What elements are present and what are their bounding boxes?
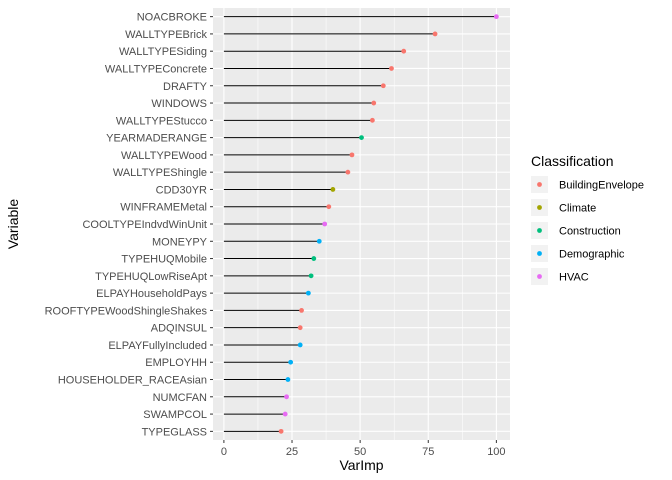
y-tick-label: ROOFTYPEWoodShingleShakes [45, 305, 208, 317]
point-TYPEHUQLowRiseApt [308, 273, 314, 279]
legend-title: Classification [531, 153, 613, 169]
y-tick-label: TYPEGLASS [142, 426, 207, 438]
y-tick-label: WALLTYPEWood [121, 150, 207, 162]
point-WALLTYPEConcrete [389, 66, 394, 71]
y-tick-labels: NOACBROKE WALLTYPEBrick WALLTYPESiding WALL… [45, 12, 213, 438]
x-tick-label: 50 [354, 446, 366, 458]
y-tick-label: TYPEHUQMobile [121, 254, 207, 266]
y-axis-title: Variable [5, 199, 21, 250]
point-TYPEGLASS [278, 428, 284, 434]
point-SWAMPCOL [282, 411, 288, 417]
y-tick-label: WALLTYPEBrick [125, 29, 207, 41]
point-WALLTYPEShingle [345, 169, 351, 175]
y-tick-label: NUMCFAN [153, 392, 207, 404]
point-NOACBROKE [493, 14, 499, 20]
point-ELPAYHouseholdPays [305, 290, 311, 296]
y-tick-label: MONEYPY [152, 236, 208, 248]
y-tick-label: CDD30YR [156, 184, 207, 196]
point-WALLTYPEStucco [369, 117, 375, 123]
y-tick-label: ELPAYHouseholdPays [96, 288, 207, 300]
legend-label-Construction: Construction [559, 226, 621, 238]
x-tick-label: 25 [286, 446, 298, 458]
point-TYPEHUQMobile [311, 256, 317, 261]
legend-label-Demographic: Demographic [559, 249, 625, 261]
point-ROOFTYPEWoodShingleShakes [299, 308, 304, 313]
point-COOLTYPEIndvdWinUnit [322, 221, 328, 227]
y-tick-label: EMPLOYHH [145, 357, 207, 369]
y-tick-label: WALLTYPEStucco [116, 115, 207, 127]
point-YEARMADERANGE [359, 135, 364, 141]
point-ELPAYFullyIncluded [297, 342, 303, 348]
x-axis-title: VarImp [339, 457, 383, 473]
legend-label-BuildingEnvelope: BuildingEnvelope [559, 180, 644, 192]
legend-dot-Demographic [537, 251, 542, 256]
legend-dot-HVAC [537, 274, 542, 279]
y-tick-label: WINDOWS [151, 98, 207, 110]
point-NUMCFAN [284, 394, 289, 400]
y-tick-label: HOUSEHOLDER_RACEAsian [58, 375, 207, 387]
legend-dot-BuildingEnvelope [537, 182, 542, 187]
point-WINFRAMEMetal [326, 204, 332, 210]
legend-dot-Climate [537, 205, 542, 210]
y-tick-label: ELPAYFullyIncluded [108, 340, 207, 352]
legend-label-Climate: Climate [559, 203, 596, 215]
point-WALLTYPESiding [401, 48, 407, 54]
lollipop-stems [223, 16, 497, 432]
y-tick-label: DRAFTY [163, 81, 208, 93]
y-tick-label: WALLTYPESiding [119, 46, 207, 58]
point-WALLTYPEWood [349, 152, 355, 158]
legend-dot-Construction [537, 228, 542, 233]
point-CDD30YR [330, 187, 336, 192]
y-tick-label: TYPEHUQLowRiseApt [95, 271, 207, 283]
point-WINDOWS [371, 100, 377, 106]
lollipop-points [278, 14, 499, 434]
point-HOUSEHOLDER_RACEAsian [285, 377, 291, 382]
point-EMPLOYHH [288, 359, 294, 365]
point-DRAFTY [380, 83, 386, 89]
legend-label-HVAC: HVAC [559, 272, 589, 284]
y-tick-label: YEARMADERANGE [106, 133, 207, 145]
point-WALLTYPEBrick [432, 31, 438, 37]
y-tick-label: NOACBROKE [137, 12, 207, 24]
y-tick-label: WALLTYPEShingle [113, 167, 207, 179]
legend: Classification BuildingEnvelope Climate Co… [531, 153, 644, 285]
y-tick-label: COOLTYPEIndvdWinUnit [82, 219, 207, 231]
point-ADQINSUL [297, 325, 303, 331]
x-tick-label: 100 [487, 446, 505, 458]
x-tick-labels: 0 25 50 75 100 [221, 440, 506, 458]
x-tick-label: 0 [221, 446, 227, 458]
y-tick-label: WINFRAMEMetal [120, 202, 207, 214]
point-MONEYPY [316, 238, 322, 244]
y-tick-label: ADQINSUL [151, 323, 207, 335]
y-tick-label: SWAMPCOL [143, 409, 207, 421]
x-tick-label: 75 [422, 446, 434, 458]
y-tick-label: WALLTYPEConcrete [105, 63, 207, 75]
